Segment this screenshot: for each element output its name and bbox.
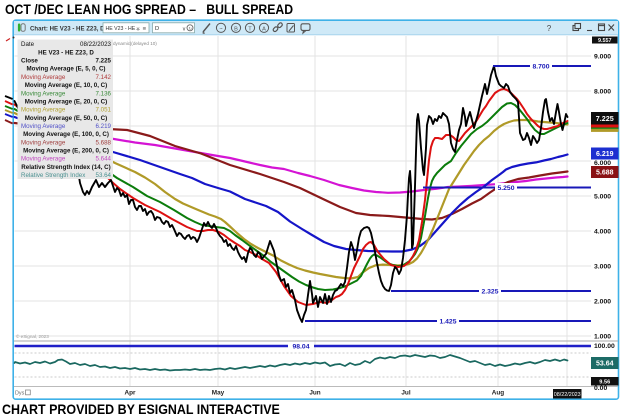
svg-text:Jul: Jul [401,390,410,397]
svg-text:9.557: 9.557 [598,38,612,44]
svg-text:≡: ≡ [143,26,147,32]
svg-text:98.04: 98.04 [292,344,309,351]
svg-text:5.688: 5.688 [596,170,614,177]
svg-text:08/22/2023: 08/22/2023 [80,41,112,48]
svg-text:53.64: 53.64 [596,361,614,368]
svg-text:May: May [212,390,225,397]
svg-text:D: D [155,26,159,32]
svg-text:7.225: 7.225 [596,114,614,123]
svg-text:B: B [234,26,238,32]
svg-text:6.000: 6.000 [594,160,611,167]
svg-text:100.00: 100.00 [594,343,615,350]
svg-text:Date: Date [21,41,35,48]
svg-text:7.142: 7.142 [96,74,112,81]
svg-text:7.225: 7.225 [96,58,112,65]
svg-text:Moving Average: Moving Average [21,156,66,163]
svg-text:© eSignal, 2023: © eSignal, 2023 [16,333,49,339]
svg-text:Aug: Aug [492,390,505,397]
svg-text:8.000: 8.000 [594,88,611,95]
svg-text:53.64: 53.64 [96,172,112,179]
svg-text:Jun: Jun [309,390,320,397]
svg-text:Moving Average (E, 50, 0, C): Moving Average (E, 50, 0, C) [25,115,107,122]
svg-text:08/22/2023: 08/22/2023 [554,392,581,398]
svg-text:Relative Strength Index (14, C: Relative Strength Index (14, C) [21,164,110,171]
svg-text:7.136: 7.136 [96,90,112,97]
svg-text:3.000: 3.000 [594,263,611,270]
svg-text:?: ? [547,24,552,33]
svg-text:~: ~ [219,26,223,32]
svg-text:9.56: 9.56 [599,379,610,385]
svg-text:Moving Average: Moving Average [21,74,66,81]
svg-text:Moving Average: Moving Average [21,107,66,114]
svg-text:Chart: HE V23 - HE Z23, D: Chart: HE V23 - HE Z23, D [30,25,105,32]
svg-text:Relative Strength Index: Relative Strength Index [21,172,86,179]
svg-text:A: A [262,26,266,32]
svg-text:1.000: 1.000 [594,333,611,340]
svg-text:Dys: Dys [15,391,25,397]
svg-text:Close: Close [21,58,38,65]
svg-text:2.000: 2.000 [594,298,611,305]
svg-text:∨: ∨ [182,26,186,32]
svg-text:1.425: 1.425 [439,319,456,326]
svg-text:Moving Average (E, 5, 0, C): Moving Average (E, 5, 0, C) [27,66,106,73]
svg-text:5.000: 5.000 [594,193,611,200]
svg-text:Apr: Apr [124,390,136,397]
svg-text:Moving Average: Moving Average [21,139,66,146]
svg-text:8.700: 8.700 [532,64,549,71]
svg-text:6.219: 6.219 [96,123,112,130]
svg-text:Moving Average (E, 100, 0, C): Moving Average (E, 100, 0, C) [23,131,109,138]
svg-text:HE V23 - HE Z23, D: HE V23 - HE Z23, D [38,49,94,56]
svg-text:OCT /DEC LEAN HOG SPREAD – B: OCT /DEC LEAN HOG SPREAD – BULL SPREAD [5,1,293,17]
svg-text:HE V23 - HE…: HE V23 - HE… [106,26,141,32]
svg-text:0.00: 0.00 [594,385,607,392]
svg-text:∨: ∨ [136,26,140,32]
svg-text:6.219: 6.219 [596,151,614,158]
svg-text:7.051: 7.051 [96,107,112,114]
svg-text:Moving Average (E, 10, 0, C): Moving Average (E, 10, 0, C) [25,82,107,89]
svg-text:dynamic|(delayed 10): dynamic|(delayed 10) [113,41,157,46]
svg-text:9.000: 9.000 [594,53,611,60]
svg-text:5.644: 5.644 [96,156,112,163]
svg-text:Moving Average (E, 200, 0, C): Moving Average (E, 200, 0, C) [23,148,109,155]
svg-text:T: T [248,26,252,32]
svg-text:Moving Average (E, 20, 0, C): Moving Average (E, 20, 0, C) [25,99,107,106]
svg-text:Moving Average: Moving Average [21,123,66,130]
svg-text:↻: ↻ [189,26,193,31]
svg-text:2.325: 2.325 [481,289,498,296]
svg-text:5.250: 5.250 [497,185,514,192]
svg-text:Moving Average: Moving Average [21,90,66,97]
svg-text:5.688: 5.688 [96,139,112,146]
svg-text:4.000: 4.000 [594,228,611,235]
